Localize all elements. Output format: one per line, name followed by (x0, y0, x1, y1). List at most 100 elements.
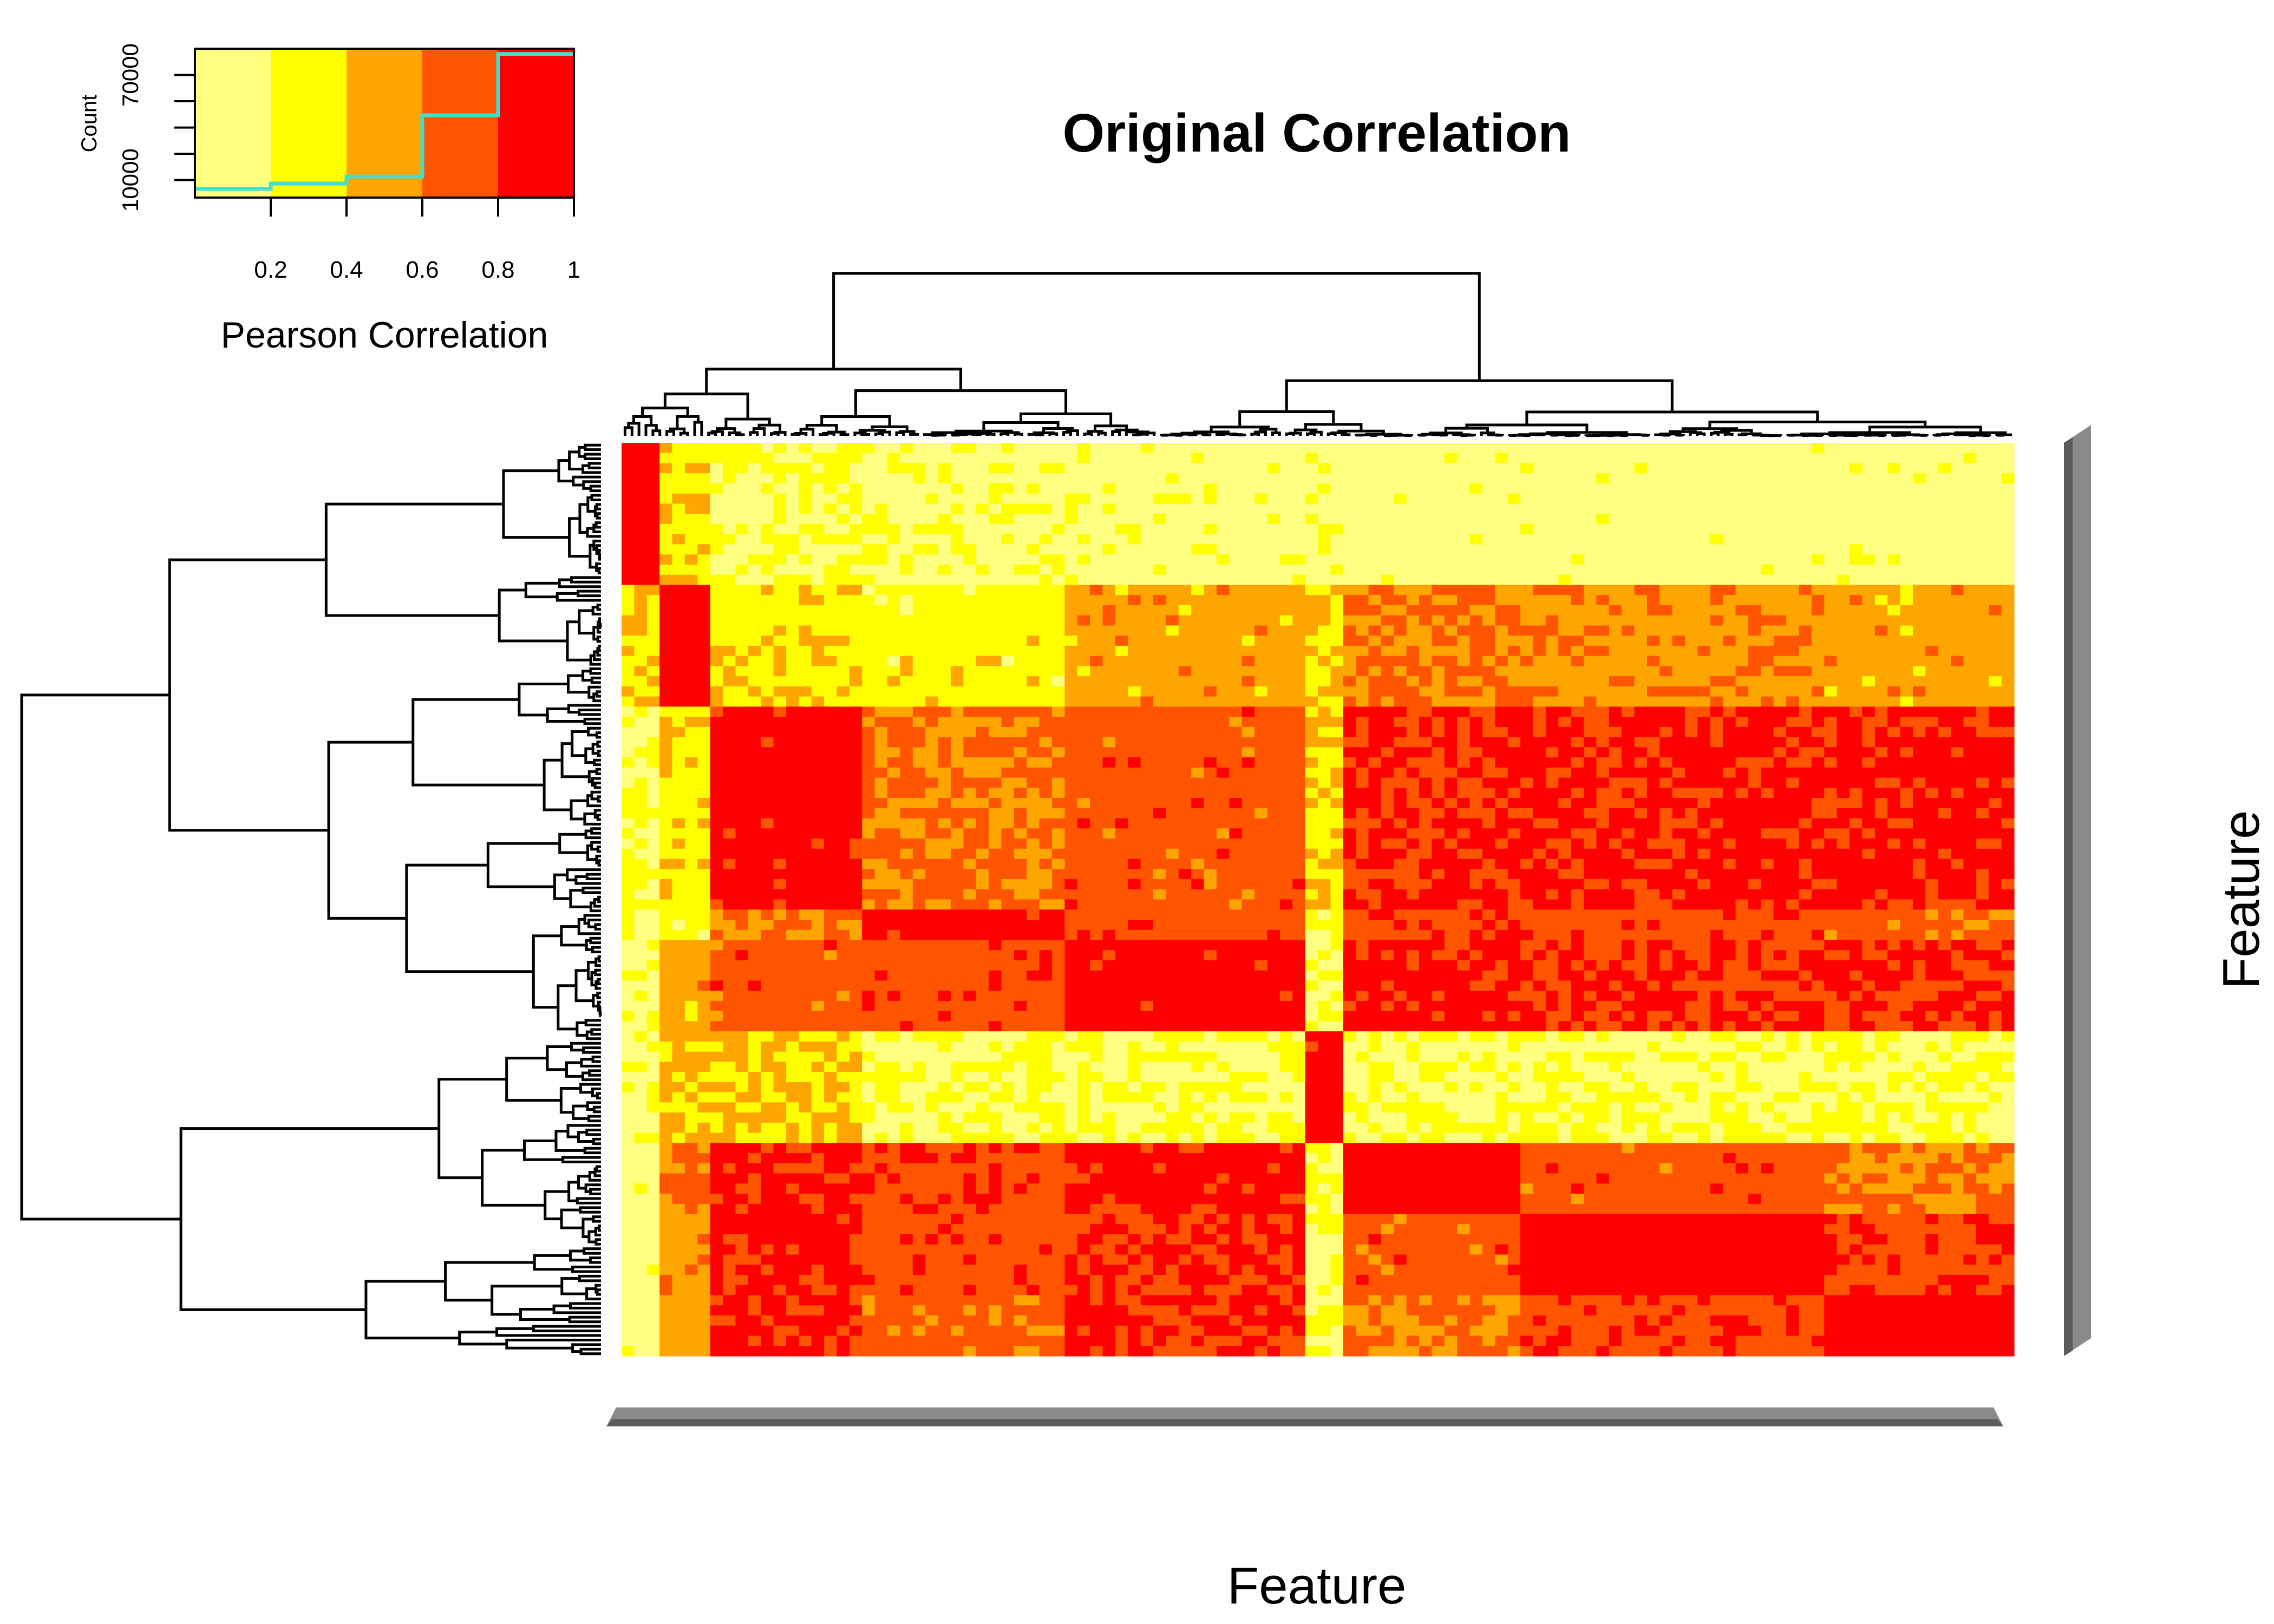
heatmap-cell (1292, 463, 1306, 474)
heatmap-cell (1874, 514, 1888, 525)
heatmap-cell (1469, 544, 1483, 555)
heatmap-cell (963, 453, 977, 464)
heatmap-cell (761, 676, 774, 687)
heatmap-cell (1596, 605, 1610, 616)
heatmap-cell (1584, 534, 1597, 545)
heatmap-cell (1989, 788, 2002, 798)
heatmap-cell (1001, 564, 1015, 575)
heatmap-cell (862, 737, 875, 748)
heatmap-cell (1710, 523, 1723, 535)
heatmap-cell (748, 564, 761, 575)
heatmap-cell (1305, 625, 1318, 636)
heatmap-cell (1507, 564, 1521, 575)
heatmap-cell (1989, 839, 2002, 849)
heatmap-cell (1482, 757, 1495, 768)
heatmap-cell (1799, 839, 1812, 849)
heatmap-cell (1014, 818, 1027, 829)
heatmap-cell (761, 818, 774, 829)
heatmap-cell (1077, 686, 1090, 697)
heatmap-cell (634, 636, 648, 646)
heatmap-cell (1558, 798, 1572, 809)
dendrogram-branch (578, 708, 601, 716)
heatmap-cell (1204, 706, 1217, 717)
heatmap-cell (1254, 839, 1268, 849)
heatmap-cell (799, 818, 812, 829)
dendrogram-branch (1661, 434, 1671, 437)
heatmap-cell (1077, 523, 1090, 535)
heatmap-cell (950, 798, 964, 809)
heatmap-cell (684, 585, 698, 595)
heatmap-cell (684, 859, 698, 869)
heatmap-cell (1482, 848, 1495, 860)
heatmap-cell (1862, 503, 1876, 514)
dendrogram-branch (982, 421, 1060, 431)
heatmap-cell (1507, 625, 1521, 636)
heatmap-cell (925, 544, 939, 555)
heatmap-cell (1786, 767, 1800, 778)
heatmap-cell (1191, 696, 1205, 707)
heatmap-cell (1571, 757, 1584, 768)
heatmap-cell (1419, 777, 1433, 788)
heatmap-cell (622, 726, 635, 738)
heatmap-cell (1279, 574, 1293, 586)
heatmap-cell (1166, 798, 1179, 809)
heatmap-cell (1153, 554, 1167, 565)
heatmap-cell (1672, 848, 1685, 860)
heatmap-cell (1178, 676, 1192, 687)
heatmap-cell (1622, 574, 1635, 586)
heatmap-cell (1773, 696, 1787, 707)
heatmap-cell (1507, 666, 1521, 677)
heatmap-cell (1469, 706, 1483, 717)
heatmap-cell (1191, 859, 1205, 869)
heatmap-cell (1748, 666, 1761, 677)
heatmap-cell (1799, 463, 1812, 474)
heatmap-cell (1140, 676, 1154, 687)
heatmap-cell (1394, 818, 1407, 829)
heatmap-cell (1292, 706, 1306, 717)
heatmap-cell (1520, 453, 1534, 464)
heatmap-cell (887, 828, 900, 839)
heatmap-cell (1710, 645, 1723, 657)
heatmap-cell (1735, 636, 1749, 646)
heatmap-cell (1609, 615, 1622, 626)
heatmap-cell (811, 605, 825, 616)
heatmap-cell (1874, 747, 1888, 758)
heatmap-cell (1457, 544, 1471, 555)
dendrogram-branch (589, 667, 601, 675)
heatmap-cell (1520, 848, 1534, 860)
heatmap-cell (1723, 473, 1736, 484)
heatmap-cell (1723, 656, 1736, 666)
heatmap-cell (773, 534, 787, 545)
heatmap-cell (1609, 514, 1622, 525)
heatmap-cell (912, 808, 926, 819)
dendrogram-branch (532, 934, 561, 1009)
heatmap-cell (1406, 717, 1420, 728)
heatmap-cell (697, 818, 711, 829)
heatmap-cell (1419, 828, 1433, 839)
heatmap-cell (1267, 848, 1280, 860)
heatmap-cell (1874, 503, 1888, 514)
heatmap-cell (748, 859, 761, 869)
heatmap-cell (1305, 453, 1318, 464)
heatmap-cell (634, 706, 648, 717)
heatmap-cell (748, 615, 761, 626)
heatmap-cell (1685, 564, 1698, 575)
heatmap-cell (659, 453, 673, 464)
heatmap-cell (1748, 493, 1761, 505)
heatmap-cell (748, 493, 761, 505)
heatmap-cell (646, 595, 660, 606)
heatmap-cell (646, 463, 660, 474)
heatmap-cell (1254, 625, 1268, 636)
heatmap-cell (1305, 767, 1318, 778)
heatmap-cell (1634, 737, 1648, 748)
heatmap-cell (1406, 453, 1420, 464)
heatmap-cell (1051, 503, 1065, 514)
heatmap-cell (1850, 453, 1863, 464)
heatmap-cell (1723, 585, 1736, 595)
heatmap-cell (1912, 808, 1926, 819)
heatmap-cell (1128, 636, 1141, 646)
heatmap-cell (1850, 523, 1863, 535)
heatmap-cell (1153, 798, 1167, 809)
heatmap-cell (874, 615, 888, 626)
heatmap-cell (925, 757, 939, 768)
